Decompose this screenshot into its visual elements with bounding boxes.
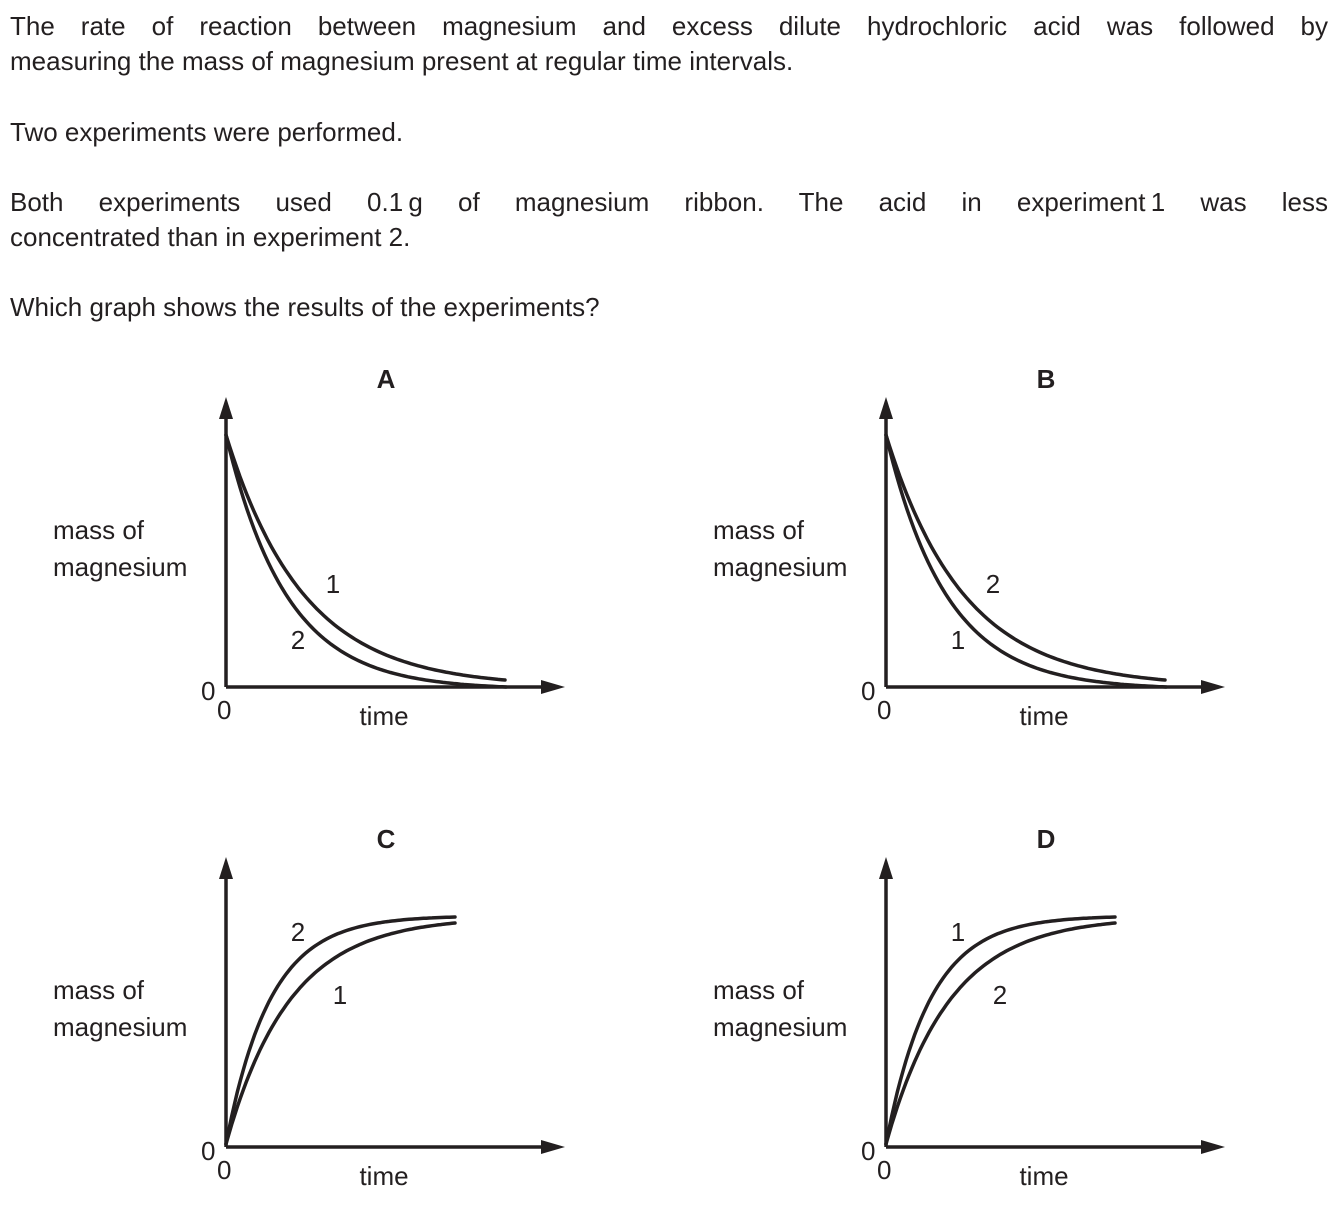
curve-series-1 <box>224 921 457 1146</box>
series-label-1: 1 <box>326 569 340 599</box>
x-origin-label: 0 <box>217 695 231 725</box>
y-origin-label: 0 <box>201 676 215 706</box>
series-label-2: 2 <box>291 625 305 655</box>
graph-b-letter: B <box>1037 364 1056 394</box>
x-axis-arrow-icon <box>541 1140 565 1154</box>
curve-series-2 <box>224 433 508 689</box>
x-axis-arrow-icon <box>1201 1140 1225 1154</box>
series-label-2: 2 <box>291 917 305 947</box>
curve-series-1 <box>884 433 1168 689</box>
y-axis-label-line-1: mass of <box>53 515 145 545</box>
curve-series-2 <box>224 915 457 1146</box>
question-conditions: Both experiments used 0.1 g of magnesium… <box>10 185 1328 220</box>
y-axis-label-line-1: mass of <box>53 975 145 1005</box>
x-axis-label: time <box>1019 1161 1068 1191</box>
curve-series-2 <box>884 433 1167 682</box>
series-label-1: 1 <box>333 980 347 1010</box>
x-axis-label: time <box>359 1161 408 1191</box>
question-conditions-line-2: concentrated than in experiment 2. <box>10 222 411 252</box>
x-origin-label: 0 <box>877 695 891 725</box>
x-origin-label: 0 <box>217 1155 231 1185</box>
curve-series-1 <box>224 433 507 682</box>
y-axis-arrow-icon <box>879 397 893 419</box>
y-axis-arrow-icon <box>219 857 233 879</box>
y-origin-label: 0 <box>201 1136 215 1166</box>
y-axis-arrow-icon <box>879 857 893 879</box>
x-axis-arrow-icon <box>1201 680 1225 694</box>
y-axis-label-line-1: mass of <box>713 515 805 545</box>
x-origin-label: 0 <box>877 1155 891 1185</box>
graph-a-letter: A <box>377 364 396 394</box>
graph-d-letter: D <box>1037 824 1056 854</box>
x-axis-label: time <box>1019 701 1068 731</box>
y-axis-label-line-1: mass of <box>713 975 805 1005</box>
y-axis-arrow-icon <box>219 397 233 419</box>
graph-c-letter: C <box>377 824 396 854</box>
x-axis-label: time <box>359 701 408 731</box>
question-experiments: Two experiments were performed. <box>10 115 1328 150</box>
question-intro: The rate of reaction between magnesium a… <box>10 9 1328 44</box>
question-prompt: Which graph shows the results of the exp… <box>10 290 1328 325</box>
question-intro-line-1: The rate of reaction between magnesium a… <box>10 11 1328 41</box>
y-origin-label: 0 <box>861 676 875 706</box>
y-axis-label-line-2: magnesium <box>713 552 847 582</box>
question-prompt-text: Which graph shows the results of the exp… <box>10 292 600 322</box>
y-origin-label: 0 <box>861 1136 875 1166</box>
question-intro-cont: measuring the mass of magnesium present … <box>10 44 1328 79</box>
series-label-2: 2 <box>986 569 1000 599</box>
curve-series-1 <box>884 915 1117 1146</box>
series-label-2: 2 <box>993 980 1007 1010</box>
series-label-1: 1 <box>951 625 965 655</box>
curve-series-2 <box>884 921 1117 1146</box>
y-axis-label-line-2: magnesium <box>713 1012 847 1042</box>
question-conditions-cont: concentrated than in experiment 2. <box>10 220 1328 255</box>
y-axis-label-line-2: magnesium <box>53 552 187 582</box>
question-intro-line-2: measuring the mass of magnesium present … <box>10 46 794 76</box>
question-experiments-text: Two experiments were performed. <box>10 117 404 147</box>
x-axis-arrow-icon <box>541 680 565 694</box>
y-axis-label-line-2: magnesium <box>53 1012 187 1042</box>
series-label-1: 1 <box>951 917 965 947</box>
question-conditions-line-1: Both experiments used 0.1 g of magnesium… <box>10 187 1328 217</box>
